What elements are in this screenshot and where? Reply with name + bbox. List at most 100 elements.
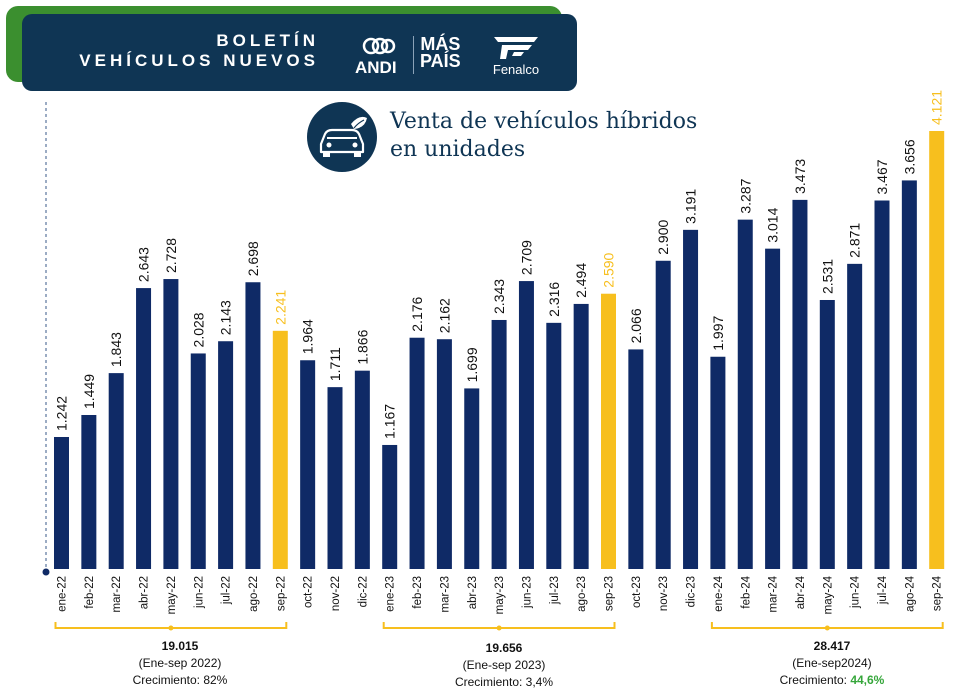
bar-ago-23: [573, 303, 589, 569]
growth-label: Crecimiento:: [779, 673, 847, 687]
category-label-ago-23: ago-23: [576, 576, 588, 612]
growth-label: Crecimiento:: [132, 673, 200, 687]
mas-pais-line1: MÁS: [420, 34, 461, 54]
category-label-oct-22: oct-22: [303, 576, 315, 608]
bar-jun-22: [190, 353, 206, 569]
bar-ago-24: [901, 180, 917, 569]
category-label-jul-24: jul-24: [877, 575, 889, 605]
bar-mar-23: [436, 339, 452, 569]
bar-nov-23: [655, 260, 671, 569]
bar-abr-24: [792, 199, 808, 569]
andi-rings-icon: [362, 37, 396, 55]
value-label-may-24: 2.531: [819, 259, 835, 294]
value-label-ene-24: 1.997: [710, 316, 726, 351]
hybrid-car-icon: [307, 102, 377, 172]
value-label-feb-23: 2.176: [409, 296, 425, 331]
value-label-abr-23: 1.699: [464, 347, 480, 382]
bar-jul-22: [218, 341, 234, 569]
mas-pais-line2: PAÍS: [420, 51, 461, 71]
value-label-sep-23: 2.590: [601, 252, 617, 287]
category-label-mar-23: mar-23: [439, 576, 451, 612]
category-label-feb-22: feb-22: [84, 576, 96, 609]
category-label-nov-23: nov-23: [658, 576, 670, 611]
summary-growth: Crecimiento: 44,6%: [762, 672, 902, 689]
bar-sep-24: [929, 131, 945, 569]
andi-logo-text: ANDI: [355, 58, 397, 77]
bar-jun-23: [518, 281, 534, 569]
summary-growth: Crecimiento: 82%: [110, 672, 250, 689]
bulletin-title-line2: VEHÍCULOS NUEVOS: [79, 51, 319, 70]
value-label-mar-23: 2.162: [436, 298, 452, 333]
category-label-jul-23: jul-23: [549, 576, 561, 605]
category-label-sep-24: sep-24: [932, 575, 944, 611]
value-label-may-22: 2.728: [163, 238, 179, 273]
value-label-ene-22: 1.242: [54, 396, 70, 431]
bar-feb-22: [81, 414, 97, 569]
category-label-dic-23: dic-23: [686, 576, 698, 607]
value-label-nov-23: 2.900: [655, 220, 671, 255]
value-label-may-23: 2.343: [491, 279, 507, 314]
bar-ago-22: [245, 282, 261, 569]
header-banner: BOLETÍN VEHÍCULOS NUEVOS ANDI MÁS PAÍS F…: [22, 14, 577, 91]
category-label-sep-23: sep-23: [604, 576, 616, 611]
category-label-mar-24: mar-24: [768, 575, 780, 612]
growth-value: 3,4%: [525, 675, 554, 689]
summary-period: (Ene-sep 2023): [462, 658, 546, 672]
category-label-ago-22: ago-22: [248, 576, 260, 612]
growth-value: 82%: [203, 673, 228, 687]
category-label-jun-22: jun-22: [193, 576, 205, 609]
fenalco-logo: Fenalco: [488, 33, 544, 79]
summary-period: (Ene-sep2024): [792, 656, 872, 670]
category-label-feb-23: feb-23: [412, 576, 424, 609]
bar-sep-22: [272, 330, 288, 569]
summary-total: 28.417: [813, 639, 851, 653]
category-label-may-24: may-24: [822, 575, 834, 614]
mas-pais-logo: MÁS PAÍS: [420, 34, 461, 71]
axis-origin-dot: [42, 568, 50, 576]
bar-feb-23: [409, 337, 425, 569]
value-label-ago-22: 2.698: [245, 241, 261, 276]
bar-ene-24: [710, 356, 726, 569]
category-label-may-22: may-22: [166, 576, 178, 614]
category-label-ene-23: ene-23: [385, 576, 397, 612]
bar-dic-22: [354, 370, 370, 569]
value-label-mar-24: 3.014: [765, 207, 781, 242]
value-label-nov-22: 1.711: [327, 347, 343, 381]
bar-sep-23: [601, 293, 616, 569]
bulletin-title: BOLETÍN VEHÍCULOS NUEVOS: [79, 31, 319, 71]
value-label-abr-24: 3.473: [792, 159, 808, 194]
category-label-dic-22: dic-22: [357, 576, 369, 607]
value-label-jun-23: 2.709: [518, 240, 534, 275]
value-label-oct-22: 1.964: [300, 319, 316, 354]
period-bracket-center-2: [496, 625, 502, 631]
value-label-jul-24: 3.467: [874, 159, 890, 194]
category-label-nov-22: nov-22: [330, 576, 342, 611]
bar-jul-24: [874, 200, 890, 569]
value-label-dic-23: 3.191: [683, 189, 699, 224]
bar-oct-22: [300, 360, 316, 569]
bar-abr-23: [464, 388, 480, 569]
bar-jul-23: [546, 322, 562, 569]
value-label-dic-22: 1.866: [354, 329, 370, 364]
category-label-oct-23: oct-23: [631, 576, 643, 608]
growth-label: Crecimiento:: [454, 675, 523, 689]
category-label-jul-22: jul-22: [221, 576, 233, 605]
category-label-may-23: may-23: [494, 576, 506, 614]
bar-may-22: [163, 279, 179, 569]
category-label-sep-22: sep-22: [275, 576, 287, 611]
category-label-mar-22: mar-22: [111, 576, 123, 612]
andi-logo: ANDI: [352, 36, 408, 77]
value-label-feb-24: 3.287: [737, 178, 753, 213]
value-label-jul-22: 2.143: [218, 300, 234, 335]
value-label-jun-22: 2.028: [190, 312, 206, 347]
value-label-mar-22: 1.843: [108, 332, 124, 367]
category-label-feb-24: feb-24: [740, 575, 752, 608]
category-label-ago-24: ago-24: [904, 575, 916, 611]
bar-mar-24: [765, 248, 781, 570]
bar-ene-23: [382, 444, 398, 569]
period-bracket-center-3: [824, 625, 830, 631]
value-label-ago-23: 2.494: [573, 263, 589, 298]
bulletin-title-line1: BOLETÍN: [216, 31, 319, 50]
logo-divider: [413, 36, 414, 74]
period-bracket-center-1: [168, 625, 174, 631]
